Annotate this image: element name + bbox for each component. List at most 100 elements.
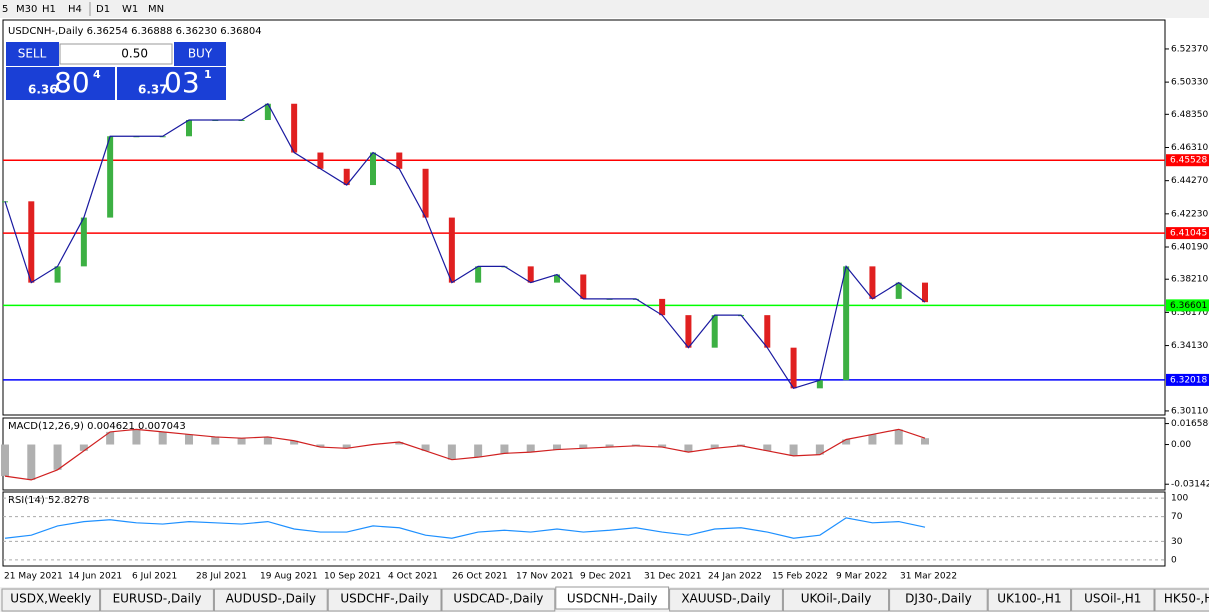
tab[interactable]: [782, 588, 890, 612]
timeframe-button[interactable]: H1: [42, 4, 56, 15]
tab[interactable]: [100, 588, 214, 612]
macd-bar: [842, 439, 851, 445]
candle: [554, 274, 560, 283]
timeframe-button[interactable]: H4: [68, 4, 82, 15]
macd-line: [4, 428, 926, 481]
y-tick-label: 6.40190: [1171, 243, 1208, 253]
date-label: 28 Jul 2021: [196, 572, 247, 582]
tab[interactable]: [889, 588, 988, 612]
tab[interactable]: [1071, 588, 1155, 612]
candle: [370, 152, 376, 186]
macd-bar: [237, 438, 246, 445]
macd-bar: [395, 442, 404, 445]
tab-label: AUDUSD-,Daily: [226, 592, 316, 606]
candle: [264, 103, 271, 121]
timeframe-button[interactable]: MN: [148, 4, 164, 15]
candle: [711, 315, 718, 348]
sell-button[interactable]: [6, 42, 59, 66]
buy-button[interactable]: [174, 42, 226, 66]
y-tick-label: 0.00: [1171, 440, 1191, 450]
macd-bar: [1, 444, 9, 477]
macd-bar: [27, 444, 36, 480]
macd-bar: [474, 444, 483, 458]
macd-bar: [211, 436, 220, 445]
ask-box[interactable]: [117, 67, 226, 100]
macd-bar: [605, 444, 614, 448]
macd-bar: [737, 444, 745, 446]
lot-value: 0.50: [121, 47, 148, 61]
toolbar: [0, 0, 1209, 18]
y-tick-label: 100: [1171, 494, 1188, 504]
timeframe-button[interactable]: D1: [96, 4, 110, 15]
tab[interactable]: [327, 588, 442, 612]
y-tick-label: 6.42230: [1171, 209, 1208, 219]
sell-label: SELL: [18, 47, 47, 61]
tab[interactable]: [1, 588, 101, 612]
macd-bar: [106, 431, 115, 445]
macd-bar: [710, 444, 719, 449]
candle: [869, 266, 876, 299]
candle: [448, 217, 455, 283]
macd-bar: [132, 429, 141, 445]
timeframe-button[interactable]: M30: [16, 4, 37, 15]
macd-bar: [684, 444, 693, 453]
macd-bar: [658, 444, 667, 448]
y-tick-label: 6.46310: [1171, 143, 1208, 153]
tab-label: DJ30-,Daily: [905, 592, 972, 606]
tab-label: USDX,Weekly: [10, 592, 91, 606]
macd-bar: [79, 444, 88, 451]
tab-label: USDCAD-,Daily: [453, 592, 543, 606]
level-label-bg: [1166, 154, 1209, 167]
macd-bar: [53, 444, 62, 470]
y-tick-label: 6.30110: [1171, 406, 1208, 416]
chart-header: USDCNH-,Daily 6.36254 6.36888 6.36230 6.…: [8, 26, 262, 37]
y-tick-label: 6.52370: [1171, 44, 1208, 54]
macd-bar: [868, 434, 877, 445]
date-label: 24 Jan 2022: [708, 572, 762, 582]
macd-bar: [158, 431, 167, 445]
date-label: 4 Oct 2021: [388, 572, 438, 582]
ask-main: 03: [164, 66, 200, 99]
timeframe-button[interactable]: W1: [122, 4, 138, 15]
tab[interactable]: [213, 588, 328, 612]
candle: [659, 298, 666, 316]
date-label: 21 May 2021: [4, 572, 63, 582]
bid-box[interactable]: [6, 67, 115, 100]
y-tick-label: 6.50330: [1171, 78, 1208, 88]
date-label: 31 Mar 2022: [900, 572, 957, 582]
macd-bar: [789, 444, 798, 456]
macd-bar: [421, 444, 430, 451]
tab-label: USDCHF-,Daily: [340, 592, 428, 606]
tab[interactable]: [555, 586, 670, 610]
date-label: 31 Dec 2021: [644, 572, 702, 582]
close-line: [4, 102, 926, 390]
rsi-panel: [2, 491, 1166, 567]
y-tick-label: 0: [1171, 555, 1177, 565]
candle: [527, 266, 534, 283]
y-tick-label: 70: [1171, 512, 1183, 522]
timeframe-button[interactable]: 5: [2, 4, 8, 15]
candle: [843, 266, 850, 381]
level-label: 6.32018: [1170, 375, 1207, 385]
macd-bar: [500, 444, 509, 454]
date-label: 26 Oct 2021: [452, 572, 508, 582]
date-label: 10 Sep 2021: [324, 572, 381, 582]
tab[interactable]: [1154, 588, 1209, 612]
candle: [343, 168, 350, 186]
y-tick-label: 6.44270: [1171, 176, 1208, 186]
macd-bar: [263, 436, 272, 445]
macd-bar: [447, 444, 456, 460]
date-label: 9 Dec 2021: [580, 572, 632, 582]
lot-input[interactable]: [59, 43, 173, 65]
macd-bar: [316, 444, 325, 448]
level-label: 6.36601: [1170, 301, 1207, 311]
ask-big: 6.37: [138, 83, 168, 97]
tab[interactable]: [987, 588, 1072, 612]
tab[interactable]: [669, 588, 783, 612]
tab-label: XAUUSD-,Daily: [681, 592, 770, 606]
candle: [685, 315, 692, 348]
tab[interactable]: [441, 588, 556, 612]
candle: [54, 266, 61, 283]
